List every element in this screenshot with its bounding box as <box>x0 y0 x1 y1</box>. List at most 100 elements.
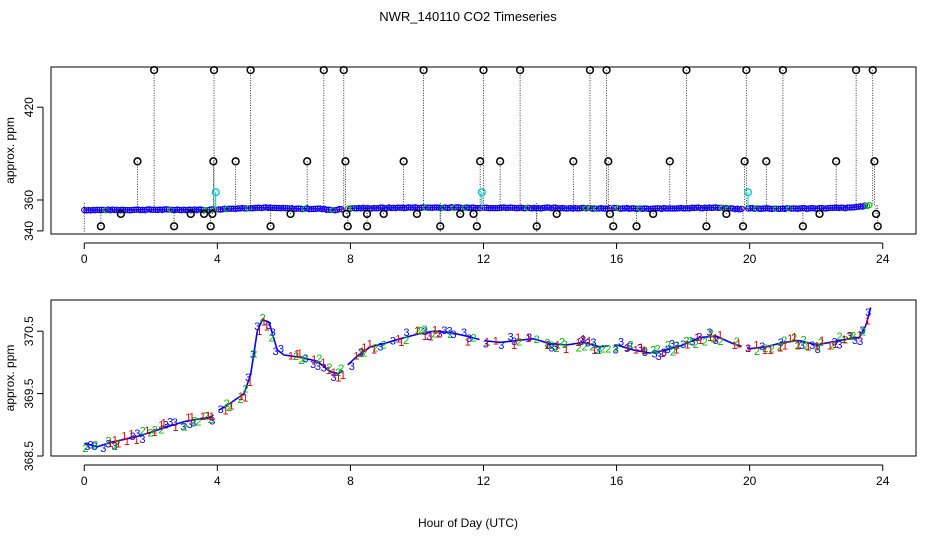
channel-2-marker: 2 <box>195 417 201 429</box>
data-point <box>489 204 497 212</box>
channel-2-marker: 2 <box>182 422 188 434</box>
data-point <box>613 204 620 212</box>
channel-1-marker: 1 <box>753 340 759 352</box>
data-point <box>431 204 438 211</box>
channel-3-marker: 3 <box>627 341 633 353</box>
filtered-point <box>569 157 578 166</box>
channel-3-marker: 3 <box>713 335 719 347</box>
data-point <box>148 206 155 213</box>
data-point <box>766 205 773 212</box>
channel-3-marker: 3 <box>526 332 532 344</box>
channel-3-marker: 3 <box>799 340 805 352</box>
filtered-point <box>379 209 388 219</box>
data-point <box>574 205 581 212</box>
filtered-point <box>231 157 240 166</box>
channel-1-marker: 1 <box>736 339 742 351</box>
data-point <box>329 206 337 214</box>
channel-1-marker: 1 <box>525 333 531 345</box>
channel-2-marker: 2 <box>818 337 824 349</box>
data-point <box>323 206 330 213</box>
channel-1-marker: 1 <box>200 411 206 423</box>
channel-1-marker: 1 <box>515 332 521 344</box>
channel-3-marker: 3 <box>91 441 97 453</box>
channel-3-marker: 3 <box>315 361 321 373</box>
data-point <box>325 206 332 213</box>
data-point <box>853 203 860 211</box>
data-point <box>669 205 676 212</box>
channel-3-marker: 3 <box>436 329 442 341</box>
data-point <box>504 204 512 212</box>
channel-2-marker: 2 <box>269 332 275 344</box>
channel-2-marker: 2 <box>576 343 582 355</box>
trend-line <box>746 307 872 350</box>
channel-1-marker: 1 <box>563 344 569 356</box>
channel-1-marker: 1 <box>795 340 801 352</box>
data-point <box>541 204 549 211</box>
data-point <box>846 204 853 211</box>
x-tick-label: 0 <box>81 474 88 488</box>
channel-2-marker: 2 <box>850 330 856 342</box>
channel-1-marker: 1 <box>189 412 195 424</box>
filtered-point <box>199 209 209 219</box>
channel-1-marker: 1 <box>223 405 229 417</box>
x-tick-label: 16 <box>610 252 624 266</box>
data-point <box>306 205 313 213</box>
data-point <box>827 204 834 211</box>
data-point <box>228 205 235 212</box>
data-point <box>641 205 648 212</box>
channel-2-marker: 2 <box>628 340 634 352</box>
channel-1-marker: 1 <box>814 341 820 353</box>
channel-2-marker: 2 <box>549 340 555 352</box>
channel-1-marker: 1 <box>762 345 768 357</box>
trend-line <box>347 330 480 366</box>
channel-2-marker: 2 <box>82 443 88 455</box>
flagged-point <box>743 188 753 197</box>
channel-1-marker: 1 <box>857 329 863 341</box>
channel-2-marker: 2 <box>670 346 676 358</box>
filtered-point <box>602 65 611 75</box>
channel-2-marker: 2 <box>224 398 230 410</box>
trend-line <box>484 337 609 348</box>
data-point <box>799 204 806 212</box>
channel-3-marker: 3 <box>618 337 624 349</box>
flagged-point <box>477 188 486 197</box>
channel-1-marker: 1 <box>294 348 300 360</box>
data-point <box>762 205 769 212</box>
data-point <box>308 205 315 213</box>
data-point <box>600 205 607 212</box>
channel-1-marker: 1 <box>326 365 332 377</box>
data-point <box>275 204 283 212</box>
data-point <box>251 204 259 212</box>
data-point <box>662 205 670 212</box>
data-point <box>271 204 278 211</box>
plot-frame <box>50 299 917 457</box>
data-point <box>654 205 661 212</box>
channel-3-marker: 3 <box>172 417 178 429</box>
channel-1-marker: 1 <box>288 351 294 363</box>
filtered-point <box>476 157 485 166</box>
channel-1-marker: 1 <box>697 335 703 347</box>
channel-1-marker: 1 <box>707 332 713 344</box>
channel-1-marker: 1 <box>731 340 737 352</box>
data-point <box>578 204 585 212</box>
data-point <box>829 204 836 212</box>
channel-2-marker: 2 <box>415 325 421 337</box>
data-point <box>680 205 687 212</box>
channel-3-marker: 3 <box>461 327 467 339</box>
data-point <box>466 204 473 212</box>
channel-1-marker: 1 <box>320 357 326 369</box>
trend-line <box>613 335 742 354</box>
data-point <box>502 204 510 212</box>
channel-3-marker: 3 <box>426 331 432 343</box>
x-tick-label: 16 <box>610 474 624 488</box>
data-point <box>273 204 280 212</box>
data-point <box>835 204 843 212</box>
channel-1-marker: 1 <box>422 331 428 343</box>
channel-3-marker: 3 <box>310 359 316 371</box>
channel-2-marker: 2 <box>650 344 656 356</box>
channel-1-marker: 1 <box>633 345 639 357</box>
data-point <box>295 205 302 212</box>
channel-1-marker: 1 <box>209 411 215 423</box>
channel-2-marker: 2 <box>801 334 807 346</box>
